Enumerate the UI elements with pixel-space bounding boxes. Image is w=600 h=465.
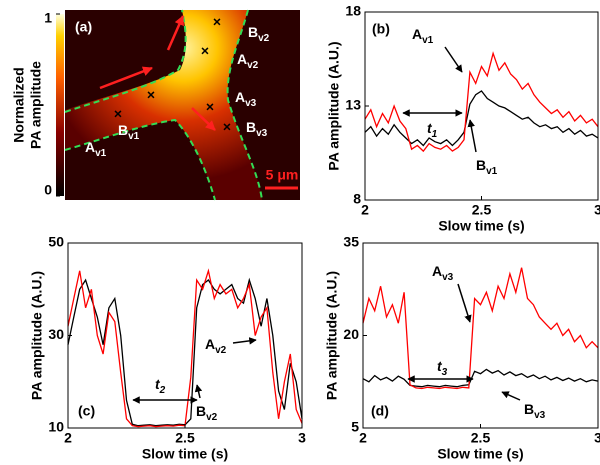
y-axis-label: PA amplitude (A.U.) [324,271,340,400]
data-line [362,368,599,388]
line-panel: 5 20 35 2 2.5 3 Slow time (s) PA amplitude (A.U… [324,234,600,462]
vessel-border [64,9,187,113]
annotation-arrow [444,46,463,73]
x-axis-label: Slow time (s) [142,446,228,462]
colorbar-tick-label: 0 [44,182,52,198]
x-tick-label: 2 [64,430,72,446]
annotation-arrow [457,283,472,323]
vessel-border [226,9,263,201]
annotation-arrow [232,337,257,345]
annotation: t1 [427,120,438,140]
panel-label: (b) [372,21,390,37]
cross: × [114,106,122,122]
annotation: Av1 [85,139,107,159]
annotation: Av3 [432,263,454,283]
y-tick-label: 8 [353,191,361,207]
flow-arrows [99,15,216,131]
annotation: t3 [437,358,448,378]
annotation: Bv2 [196,403,218,423]
y-axis-label: PA amplitude (A.U.) [326,41,342,170]
x-tick-label: 2 [361,202,369,218]
colorbar-label: Normalized [11,67,27,142]
flow-arrow [99,66,153,90]
x-axis-label: Slow time (s) [438,218,524,234]
x-tick-label: 2.5 [175,430,195,446]
y-tick-label: 35 [343,234,359,250]
y-axis-label: PA amplitude (A.U.) [29,271,45,400]
cross: × [201,43,209,59]
x-tick-label: 3 [594,202,600,218]
image-panel: × × × × × × 5 μm (a) Normalized PA ampli… [11,9,300,201]
y-tick-label: 50 [48,234,64,250]
y-tick-label: 18 [345,3,361,19]
annotation-arrow [467,119,477,153]
panel-label: (d) [371,403,389,419]
colorbar-label: PA amplitude [28,61,44,149]
colorbar [56,14,64,196]
cross: × [147,87,155,103]
annotation: Bv2 [248,24,270,44]
x-tick-label: 2.5 [471,430,491,446]
line-panel: 10 30 50 2 2.5 3 Slow time (s) PA amplitude (A.… [29,234,306,462]
data-line [362,267,599,390]
annotation-arrow [194,384,203,399]
annotation: Bv3 [524,401,546,421]
markers: × × × × × × [114,14,231,135]
x-tick-label: 3 [298,430,306,446]
vessel-border [64,118,216,201]
cross: × [223,119,231,135]
line-panel: 8 13 18 2 2.5 3 Slow time (s) PA amplitude (A.U… [326,3,600,234]
flow-arrow [166,15,185,51]
x-tick-label: 3 [594,430,600,446]
panel-label: (a) [75,19,92,35]
data-line [67,268,303,428]
y-tick-label: 5 [351,419,359,435]
y-tick-label: 20 [343,326,359,342]
annotation: Av1 [412,26,434,46]
flow-arrow [191,107,216,131]
annotation: Av2 [237,51,259,71]
annotation: Bv3 [246,119,268,139]
annotation: t2 [155,376,166,396]
annotation: Bv1 [476,157,498,177]
cross: × [213,14,221,30]
cross: × [206,99,214,115]
data-line [364,90,599,147]
x-tick-label: 2 [359,430,367,446]
colorbar-tick-label: 1 [44,10,52,26]
y-tick-label: 10 [48,419,64,435]
scale-bar-label: 5 μm [266,167,299,183]
panel-label: (c) [78,403,95,419]
annotation: Av2 [205,336,227,356]
y-tick-label: 13 [345,97,361,113]
annotation: Bv1 [118,122,140,142]
annotation-arrow [501,391,521,401]
vessel [65,10,262,200]
annotation: Av3 [235,89,257,109]
x-axis-label: Slow time (s) [437,446,523,462]
data-line [364,51,599,153]
y-tick-label: 30 [48,326,64,342]
x-tick-label: 2.5 [472,202,492,218]
